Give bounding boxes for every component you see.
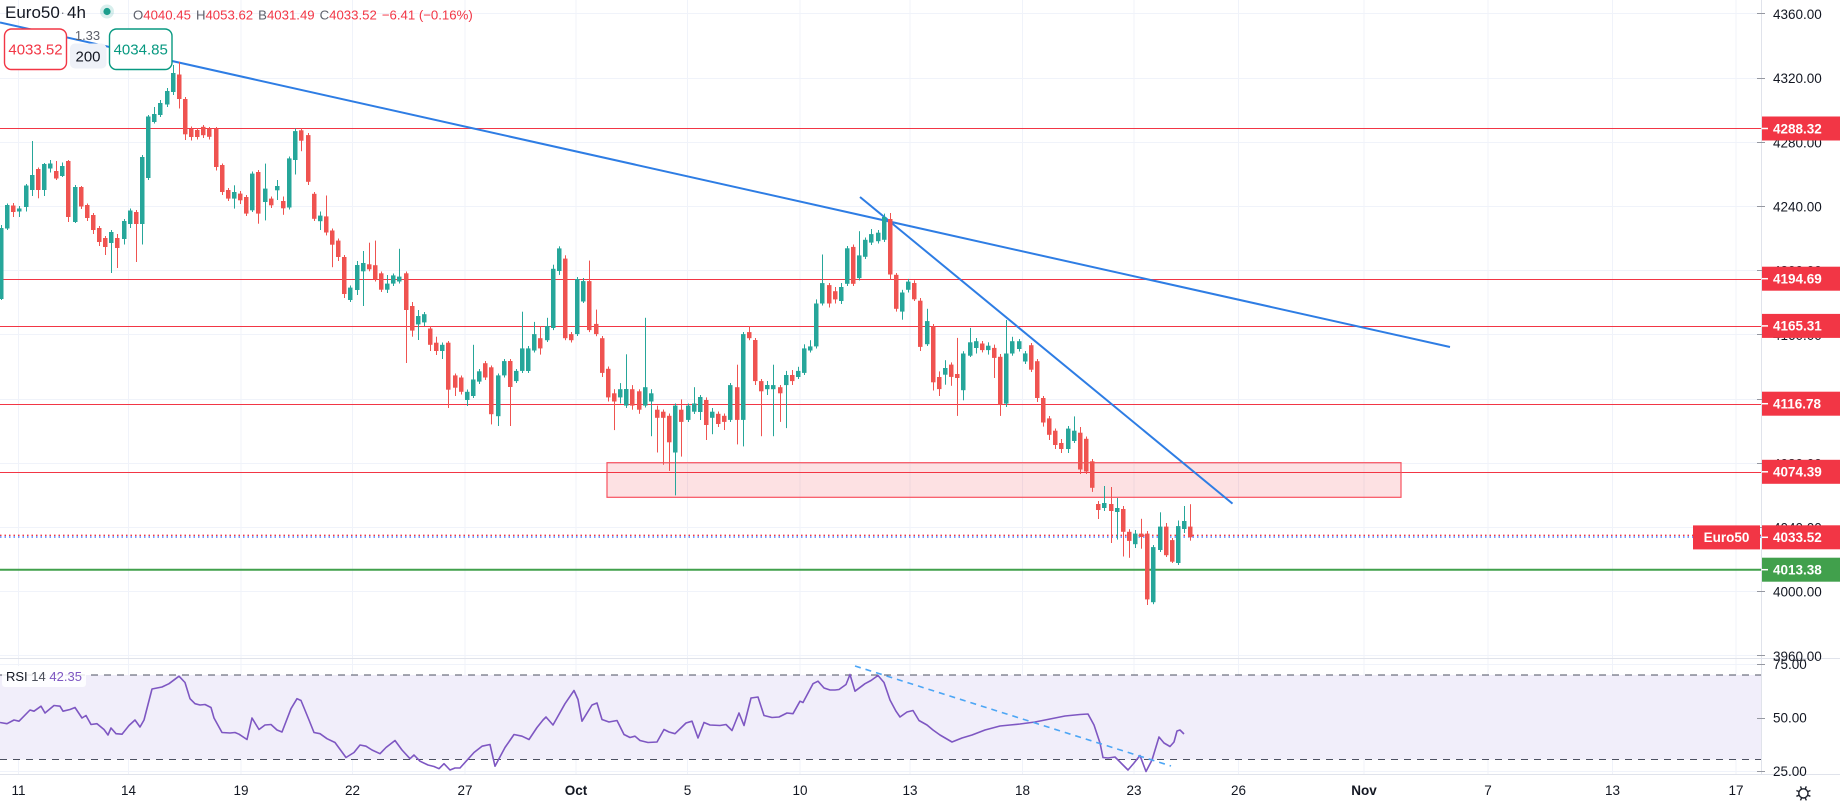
svg-text:4034.85: 4034.85: [114, 42, 168, 59]
svg-text:11: 11: [11, 783, 25, 798]
svg-text:14: 14: [121, 783, 137, 798]
svg-text:4033.52: 4033.52: [1773, 530, 1822, 545]
svg-text:17: 17: [1728, 783, 1743, 798]
svg-text:4116.78: 4116.78: [1773, 397, 1822, 412]
svg-text:10: 10: [792, 783, 807, 798]
svg-text:4013.38: 4013.38: [1773, 563, 1822, 578]
svg-text:200: 200: [75, 49, 100, 66]
svg-text:4165.31: 4165.31: [1773, 319, 1822, 334]
svg-text:4194.69: 4194.69: [1773, 272, 1822, 287]
svg-text:27: 27: [457, 783, 472, 798]
svg-text:4033.52: 4033.52: [8, 42, 62, 59]
svg-text:5: 5: [684, 783, 692, 798]
svg-text:7: 7: [1484, 783, 1492, 798]
svg-text:50.00: 50.00: [1773, 711, 1807, 726]
svg-text:4288.32: 4288.32: [1773, 121, 1822, 136]
svg-text:3960.00: 3960.00: [1773, 649, 1822, 664]
svg-text:4074.39: 4074.39: [1773, 465, 1822, 480]
svg-text:4000.00: 4000.00: [1773, 585, 1822, 600]
svg-text:Nov: Nov: [1351, 783, 1377, 798]
svg-text:13: 13: [1605, 783, 1620, 798]
svg-text:19: 19: [233, 783, 248, 798]
svg-text:23: 23: [1126, 783, 1141, 798]
svg-text:25.00: 25.00: [1773, 764, 1807, 779]
svg-text:13: 13: [902, 783, 917, 798]
svg-text:Oct: Oct: [565, 783, 588, 798]
svg-text:1.33: 1.33: [75, 28, 100, 43]
svg-text:RSI 14 42.35: RSI 14 42.35: [6, 669, 82, 684]
svg-text:22: 22: [345, 783, 360, 798]
svg-text:75.00: 75.00: [1773, 657, 1807, 672]
svg-text:4320.00: 4320.00: [1773, 71, 1822, 86]
svg-text:18: 18: [1015, 783, 1030, 798]
svg-text:Euro50: Euro50: [5, 3, 60, 22]
svg-text:·: ·: [61, 5, 65, 20]
svg-text:4240.00: 4240.00: [1773, 200, 1822, 215]
svg-text:Euro50: Euro50: [1704, 530, 1750, 545]
svg-text:4360.00: 4360.00: [1773, 7, 1822, 22]
svg-text:4h: 4h: [67, 3, 86, 22]
svg-text:26: 26: [1231, 783, 1246, 798]
